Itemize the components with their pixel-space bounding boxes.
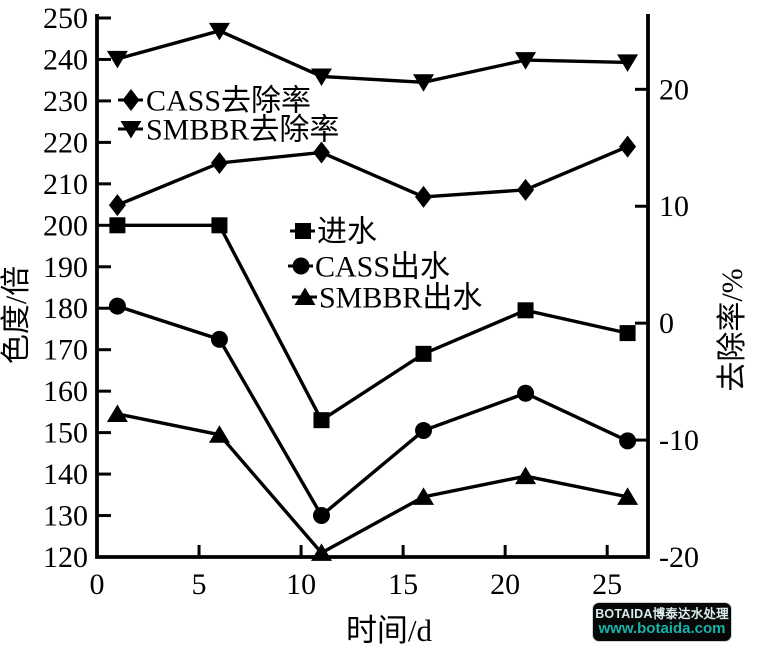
series-CASS出水 bbox=[108, 297, 637, 525]
y-axis-left-tick-label: 130 bbox=[43, 500, 88, 533]
legend-item: SMBBR出水 bbox=[292, 282, 482, 315]
legend-label: SMBBR去除率 bbox=[146, 114, 339, 147]
diamond-marker bbox=[415, 185, 433, 208]
legend-label: SMBBR出水 bbox=[319, 282, 482, 315]
x-axis-tick-label: 20 bbox=[490, 568, 520, 601]
triangle-up-marker bbox=[515, 466, 537, 485]
triangle-down-marker bbox=[120, 121, 142, 139]
y-axis-left-tick-label: 250 bbox=[43, 2, 88, 35]
series-SMBBR出水 bbox=[106, 404, 639, 561]
legend-label: CASS去除率 bbox=[146, 85, 311, 118]
x-axis-tick-label: 0 bbox=[90, 568, 105, 601]
square-marker bbox=[415, 345, 432, 362]
diamond-marker bbox=[312, 141, 330, 164]
y-axis-left-tick-label: 150 bbox=[43, 417, 88, 450]
circle-marker bbox=[517, 384, 535, 402]
y-axis-right-tick-label: 10 bbox=[659, 190, 689, 223]
triangle-down-marker bbox=[310, 68, 332, 86]
y-axis-left-title: 色度/倍 bbox=[0, 266, 33, 364]
legend-item: CASS出水 bbox=[288, 251, 450, 284]
watermark-brand-text: BOTAIDA博泰达水处理 bbox=[595, 606, 729, 621]
y-axis-left-tick-label: 140 bbox=[43, 458, 88, 491]
x-axis-tick-label: 25 bbox=[592, 568, 622, 601]
axes: 1201301401501601701801902002102202302402… bbox=[0, 2, 749, 648]
diamond-marker bbox=[517, 178, 535, 201]
series-SMBBR去除率 bbox=[106, 22, 639, 92]
series-进水 bbox=[109, 217, 636, 429]
circle-marker bbox=[312, 507, 330, 525]
diamond-marker bbox=[108, 194, 126, 217]
legend-item: 进水 bbox=[290, 216, 377, 249]
triangle-up-marker bbox=[310, 543, 332, 561]
triangle-down-marker bbox=[515, 52, 537, 70]
square-marker bbox=[313, 412, 330, 429]
y-axis-right-tick-label: 0 bbox=[659, 307, 674, 340]
triangle-down-marker bbox=[413, 74, 435, 92]
series-CASS去除率 bbox=[108, 135, 637, 217]
diamond-marker bbox=[619, 135, 637, 158]
series-line bbox=[117, 412, 628, 556]
square-marker bbox=[211, 217, 228, 234]
legend-item: CASS去除率 bbox=[118, 85, 311, 118]
y-axis-left-tick-label: 240 bbox=[43, 43, 88, 76]
y-axis-left-tick-label: 180 bbox=[43, 292, 88, 325]
square-marker bbox=[619, 325, 636, 342]
triangle-down-marker bbox=[208, 22, 230, 41]
axis-frame bbox=[95, 14, 650, 559]
circle-marker bbox=[210, 330, 228, 348]
y-axis-left-tick-label: 220 bbox=[43, 126, 88, 159]
y-axis-right-title: 去除率/% bbox=[716, 268, 749, 391]
diamond-marker bbox=[122, 89, 140, 111]
triangle-up-marker bbox=[106, 404, 128, 422]
triangle-up-marker bbox=[294, 287, 316, 305]
triangle-up-marker bbox=[617, 487, 639, 505]
y-axis-right-tick-label: -10 bbox=[659, 424, 699, 457]
y-axis-left-tick-label: 230 bbox=[43, 85, 88, 118]
y-axis-right-tick-label: -20 bbox=[659, 541, 699, 574]
watermark-badge: BOTAIDA博泰达水处理 www.botaida.com bbox=[592, 602, 732, 642]
triangle-down-marker bbox=[617, 54, 639, 72]
x-axis-tick-label: 5 bbox=[192, 568, 207, 601]
watermark-url-text: www.botaida.com bbox=[598, 619, 726, 637]
diamond-marker bbox=[210, 151, 228, 174]
y-axis-left-tick-label: 160 bbox=[43, 375, 88, 408]
y-axis-left-tick-label: 120 bbox=[43, 541, 88, 574]
square-marker bbox=[109, 217, 126, 234]
y-axis-left-tick-label: 190 bbox=[43, 251, 88, 284]
square-marker bbox=[295, 223, 311, 239]
x-axis-tick-label: 10 bbox=[286, 568, 316, 601]
triangle-down-marker bbox=[106, 50, 128, 69]
square-marker bbox=[517, 302, 534, 319]
y-axis-left-tick-label: 170 bbox=[43, 334, 88, 367]
x-axis-title: 时间/d bbox=[346, 613, 433, 648]
triangle-up-marker bbox=[208, 425, 230, 443]
circle-marker bbox=[619, 432, 637, 450]
y-axis-left-tick-label: 200 bbox=[43, 209, 88, 242]
triangle-up-marker bbox=[413, 487, 435, 505]
circle-marker bbox=[292, 257, 310, 275]
legend-item: SMBBR去除率 bbox=[118, 114, 339, 147]
series-line bbox=[117, 223, 628, 423]
circle-marker bbox=[415, 422, 433, 440]
circle-marker bbox=[108, 297, 126, 315]
x-axis-tick-label: 15 bbox=[388, 568, 418, 601]
legend-label: CASS出水 bbox=[315, 251, 450, 284]
series-line bbox=[116, 29, 628, 85]
y-axis-left-tick-label: 210 bbox=[43, 168, 88, 201]
series-line bbox=[116, 145, 629, 207]
legend-label: 进水 bbox=[317, 216, 377, 249]
y-axis-right-tick-label: 20 bbox=[659, 73, 689, 106]
series-line bbox=[116, 304, 629, 519]
